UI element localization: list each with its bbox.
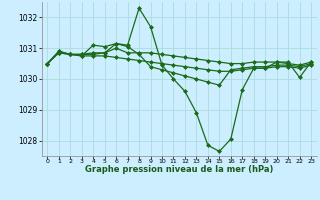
- X-axis label: Graphe pression niveau de la mer (hPa): Graphe pression niveau de la mer (hPa): [85, 165, 273, 174]
